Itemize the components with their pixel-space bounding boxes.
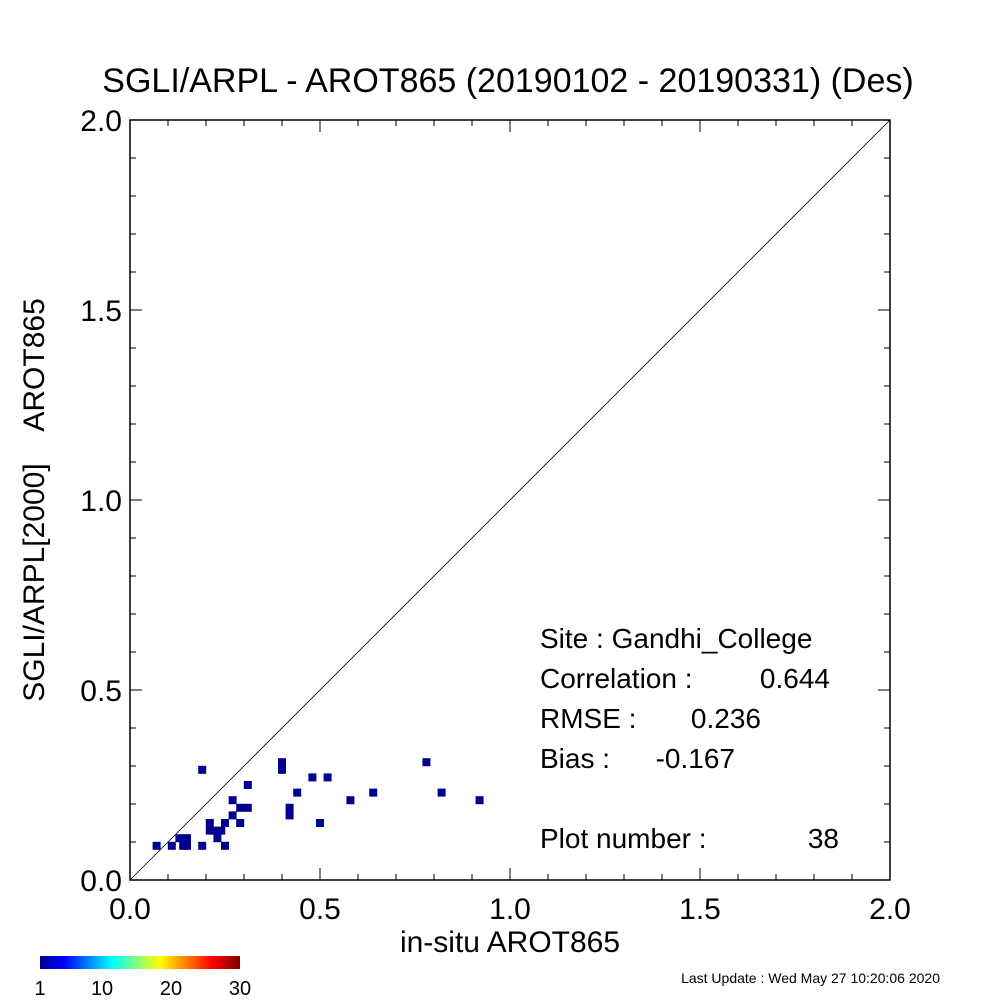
- minor-ticks: [129, 119, 891, 881]
- data-point: [278, 758, 286, 767]
- data-point: [437, 788, 446, 797]
- stats-panel: Site : Gandhi_College Correlation : 0.64…: [540, 623, 839, 854]
- data-point: [293, 788, 302, 797]
- y-tick-label: 0.0: [80, 865, 122, 898]
- data-point: [236, 819, 245, 827]
- colorbar-tick-label: 10: [91, 978, 113, 1000]
- x-tick-label: 1.0: [489, 893, 531, 926]
- last-update-text: Last Update : Wed May 27 10:20:06 2020: [681, 970, 940, 986]
- x-tick-label: 2.0: [869, 893, 911, 926]
- bias-value: -0.167: [656, 743, 735, 774]
- data-point: [213, 834, 222, 843]
- colorbar-gradient: [40, 956, 240, 969]
- x-tick-label: 0.5: [299, 893, 341, 926]
- data-point: [152, 841, 161, 850]
- data-point: [183, 834, 191, 843]
- x-tick-labels: 0.0 0.5 1.0 1.5 2.0: [109, 893, 911, 926]
- y-tick-label: 1.0: [80, 485, 122, 518]
- data-point: [198, 841, 207, 850]
- x-tick-label: 0.0: [109, 893, 151, 926]
- data-point: [422, 758, 431, 767]
- y-tick-label: 1.5: [80, 295, 122, 328]
- data-points: [152, 758, 484, 850]
- site-label: Site : Gandhi_College: [540, 623, 812, 654]
- plot-area: [129, 119, 891, 881]
- colorbar-tick-label: 20: [160, 978, 182, 1000]
- data-point: [236, 803, 245, 812]
- plot-number-label: Plot number :: [540, 823, 707, 854]
- y-tick-labels: 0.0 0.5 1.0 1.5 2.0: [80, 105, 122, 898]
- one-to-one-line: [129, 119, 891, 881]
- plot-number-value: 38: [808, 823, 839, 854]
- colorbar-tick-label: 30: [229, 978, 251, 1000]
- data-point: [167, 841, 176, 850]
- data-point: [308, 773, 317, 782]
- colorbar-ticks: 1 10 20 30: [34, 978, 251, 1000]
- data-point: [228, 796, 237, 805]
- colorbar: 1 10 20 30: [34, 956, 251, 1000]
- data-point: [217, 826, 226, 835]
- data-point: [198, 765, 207, 774]
- data-point: [209, 826, 218, 835]
- data-point: [369, 788, 378, 797]
- y-tick-label: 2.0: [80, 105, 122, 138]
- data-point: [316, 819, 324, 827]
- data-point: [205, 819, 214, 827]
- data-point: [183, 841, 191, 850]
- x-tick-label: 1.5: [679, 893, 721, 926]
- data-point: [475, 796, 484, 805]
- data-point: [346, 796, 355, 805]
- chart-title: SGLI/ARPL - AROT865 (20190102 - 20190331…: [102, 62, 913, 100]
- data-point: [175, 834, 184, 843]
- bias-label: Bias :: [540, 743, 610, 774]
- rmse-label: RMSE :: [540, 703, 636, 734]
- data-point: [221, 819, 229, 827]
- data-point: [243, 803, 252, 812]
- y-tick-label: 0.5: [80, 675, 122, 708]
- correlation-value: 0.644: [760, 663, 830, 694]
- data-point: [228, 811, 237, 820]
- data-point: [323, 773, 332, 782]
- correlation-label: Correlation :: [540, 663, 693, 694]
- data-point: [285, 803, 294, 812]
- y-axis-label: SGLI/ARPL[2000] AROT865: [18, 298, 51, 702]
- rmse-value: 0.236: [691, 703, 761, 734]
- data-point: [221, 841, 229, 850]
- x-axis-label: in-situ AROT865: [400, 926, 620, 959]
- colorbar-tick-label: 1: [34, 978, 45, 1000]
- data-point: [278, 765, 286, 774]
- data-point: [243, 781, 252, 789]
- data-point: [285, 811, 294, 820]
